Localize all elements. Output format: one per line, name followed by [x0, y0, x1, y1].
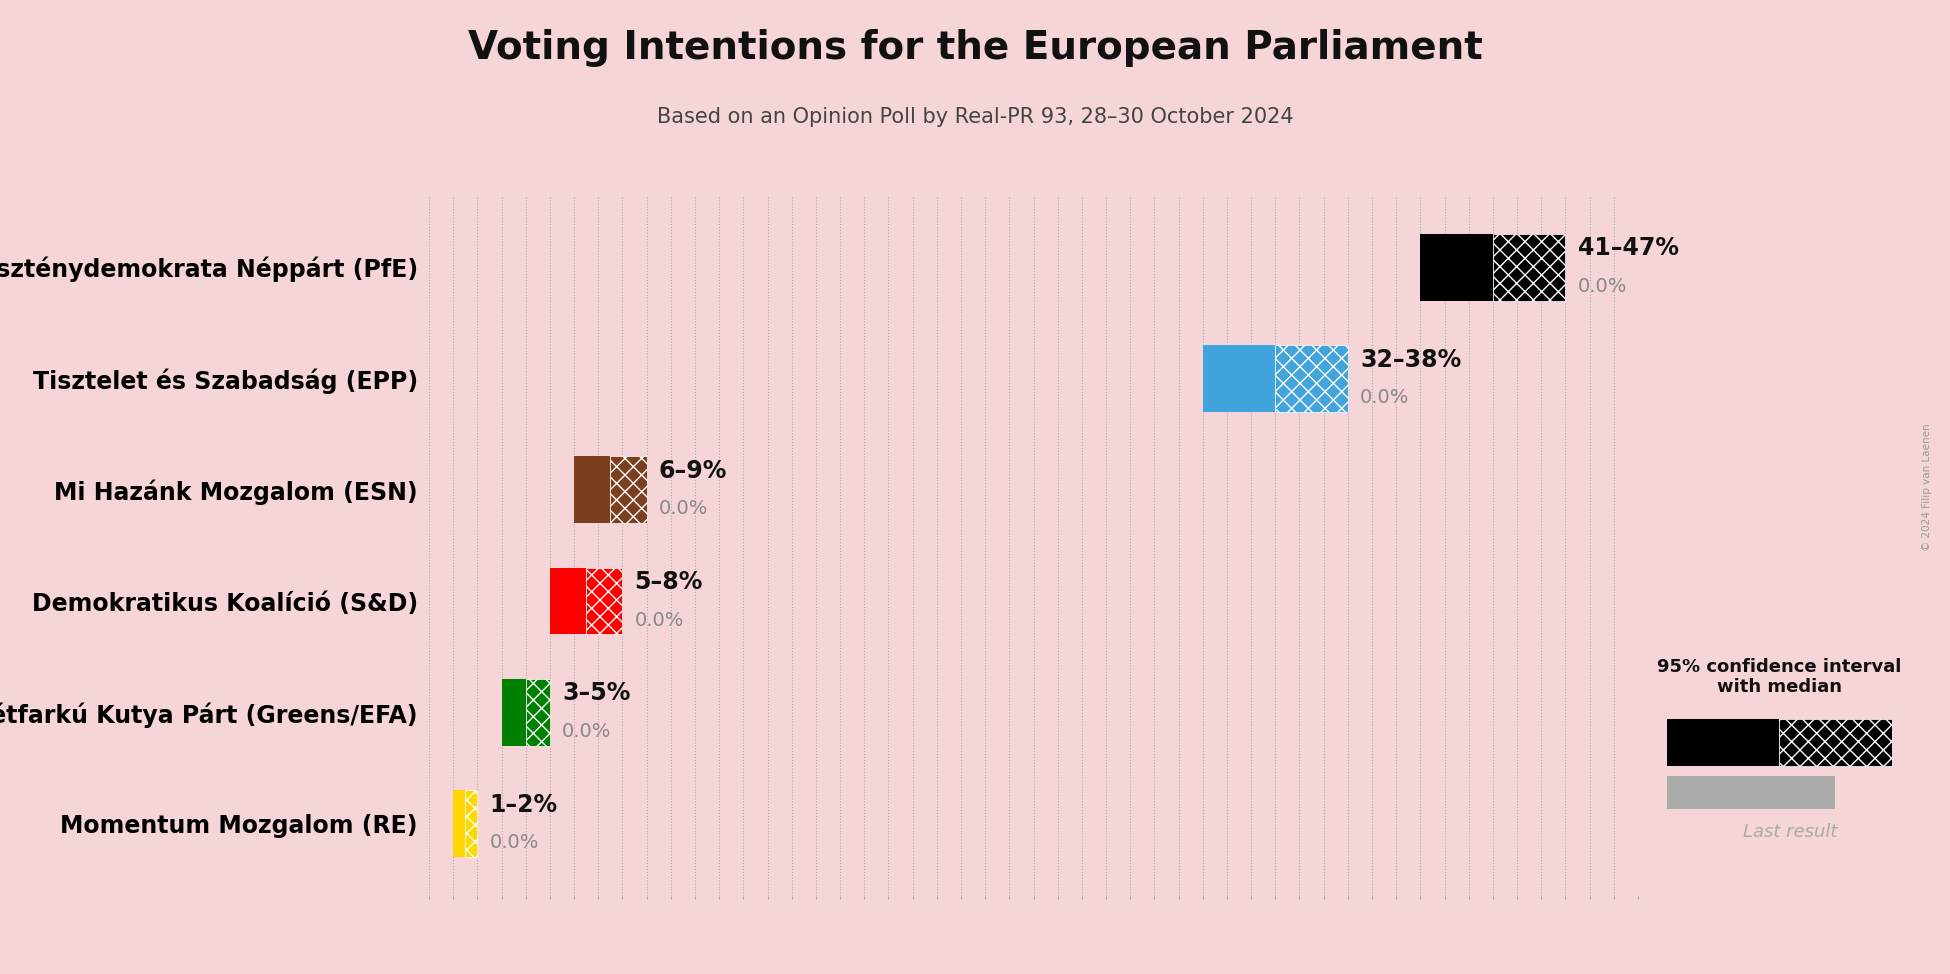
Text: 0.0%: 0.0% [1578, 277, 1626, 295]
Bar [1494, 234, 1566, 301]
Bar [1667, 719, 1778, 766]
Text: © 2024 Filip van Laenen: © 2024 Filip van Laenen [1921, 423, 1932, 551]
Bar [550, 568, 587, 634]
Text: 3–5%: 3–5% [562, 682, 630, 705]
Text: Based on an Opinion Poll by Real-PR 93, 28–30 October 2024: Based on an Opinion Poll by Real-PR 93, … [657, 107, 1293, 128]
Bar [1203, 345, 1275, 412]
Text: Voting Intentions for the European Parliament: Voting Intentions for the European Parli… [468, 29, 1482, 67]
Text: 41–47%: 41–47% [1578, 237, 1679, 260]
Bar [610, 457, 647, 523]
Bar [1778, 719, 1892, 766]
Text: 0.0%: 0.0% [634, 611, 684, 629]
Bar [526, 679, 550, 746]
Text: 5–8%: 5–8% [634, 570, 702, 594]
Text: 95% confidence interval
with median: 95% confidence interval with median [1658, 657, 1901, 696]
Text: 6–9%: 6–9% [659, 459, 727, 483]
Bar [452, 790, 466, 857]
Text: 0.0%: 0.0% [562, 722, 612, 741]
Bar [587, 568, 622, 634]
Text: 32–38%: 32–38% [1359, 348, 1461, 371]
Text: Last result: Last result [1743, 823, 1837, 841]
Bar [1667, 776, 1835, 808]
Text: 0.0%: 0.0% [1359, 388, 1410, 407]
Text: 0.0%: 0.0% [489, 833, 538, 852]
Bar [1420, 234, 1494, 301]
Bar [573, 457, 610, 523]
Text: 1–2%: 1–2% [489, 793, 558, 817]
Bar [1275, 345, 1347, 412]
Text: 0.0%: 0.0% [659, 500, 708, 518]
Bar [466, 790, 478, 857]
Bar [501, 679, 526, 746]
